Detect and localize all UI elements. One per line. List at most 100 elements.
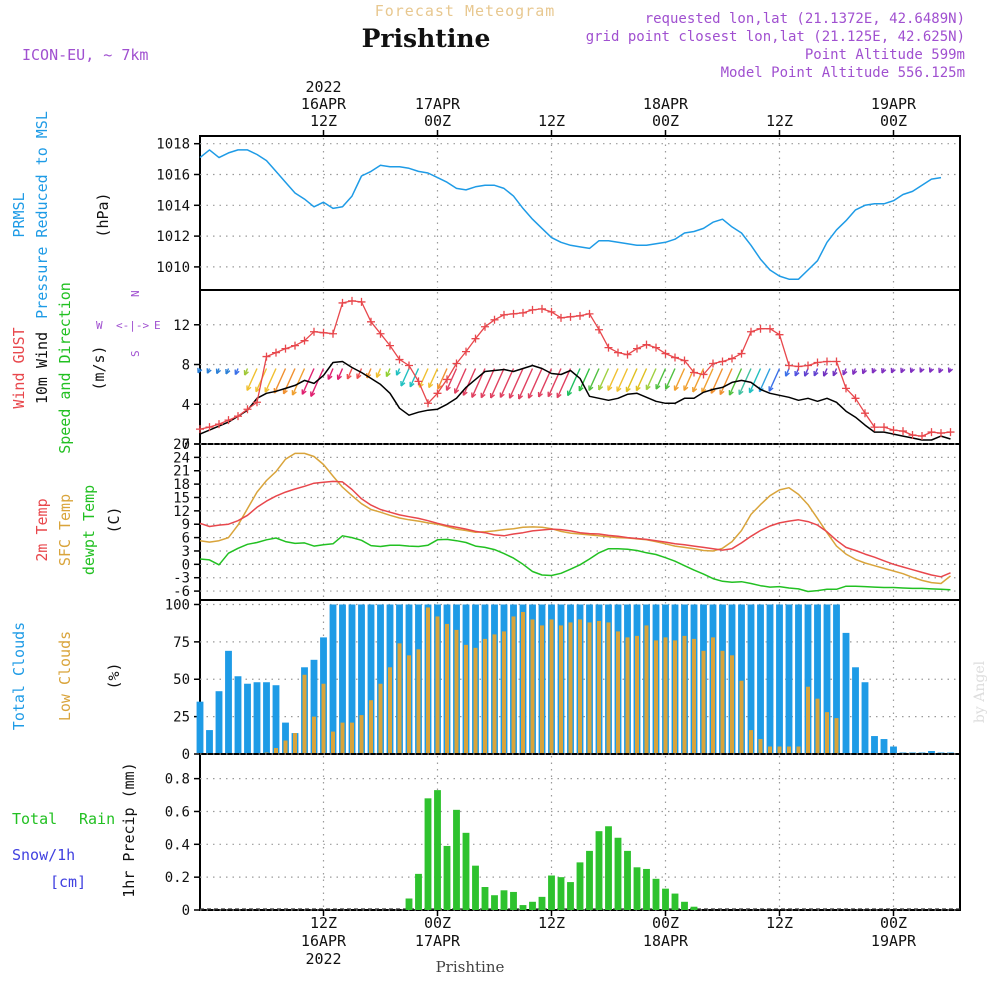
wind-direction-arrow	[556, 368, 572, 399]
wind-arrow-shaft	[768, 368, 781, 392]
wind-arrow-shaft	[518, 368, 534, 400]
rain-bar	[519, 905, 527, 910]
precip-labels: Total Rain Snow/1h [cm] 1hr Precip (mm)	[12, 762, 138, 897]
gust-marker	[576, 311, 584, 320]
wind-arrow-head	[400, 381, 406, 387]
wind-direction-arrow	[784, 368, 790, 377]
wind-arrow-head	[607, 385, 613, 391]
compass-n: N	[129, 290, 142, 297]
wind-arrow-shaft	[578, 368, 591, 392]
wind-direction-arrow	[947, 367, 954, 373]
y-axes: 1010101210141016101804812-6-303691215182…	[156, 137, 200, 919]
wind-arrow-shaft	[462, 368, 477, 396]
total-clouds-bar	[861, 682, 869, 753]
gust-marker	[794, 362, 803, 371]
rain-bar	[586, 850, 593, 910]
rain-bar	[624, 850, 631, 910]
low-clouds-bar	[340, 722, 345, 753]
total-clouds-bar	[757, 604, 764, 753]
top-time-label: 18APR	[643, 95, 689, 113]
gust-marker	[889, 426, 898, 435]
wind-arrow-head	[673, 385, 679, 391]
y-tick-label-temp: 0	[182, 557, 190, 573]
wind-direction-arrow	[842, 368, 848, 376]
y-tick-label-clouds: 0	[182, 747, 190, 763]
total-clouds-bar	[215, 691, 223, 753]
total-clouds-bar	[804, 604, 812, 753]
top-time-label: 00Z	[652, 112, 679, 130]
gust-marker	[747, 327, 755, 336]
pressure-label-prmsl: PRMSL	[10, 192, 28, 237]
grid-lines	[200, 138, 960, 911]
gust-marker	[538, 304, 546, 313]
rain-bar	[557, 877, 565, 910]
wind-arrow-head	[728, 390, 734, 396]
wind-arrow-shaft	[538, 368, 553, 398]
wind-arrow-shaft	[356, 368, 363, 379]
gust-marker	[310, 327, 318, 336]
wind-arrow-shaft	[701, 368, 714, 394]
wind-direction-arrow	[635, 368, 648, 392]
wind-arrow-head	[206, 368, 212, 374]
low-clouds-bar	[559, 625, 563, 753]
wind-direction-arrow	[928, 367, 935, 373]
wind-arrow-head	[832, 370, 838, 377]
low-clouds-bar	[502, 631, 506, 753]
gust-marker	[842, 384, 850, 393]
rain-bar	[538, 896, 546, 910]
total-clouds-bar	[234, 676, 242, 753]
rain-bar	[443, 845, 451, 910]
wind-arrow-head	[655, 384, 661, 390]
wind-arrow-head	[919, 367, 925, 373]
y-tick-label-temp: 24	[173, 450, 190, 466]
precip-ylabel: 1hr Precip (mm)	[120, 762, 138, 897]
panel-frame-temp	[199, 443, 961, 601]
y-tick-label-temp: 27	[173, 437, 190, 453]
wind-arrow-head	[489, 392, 496, 399]
wind-arrow-head	[385, 371, 391, 378]
watermark: by Angel	[972, 660, 988, 723]
rain-bar	[405, 898, 413, 910]
y-tick-label-wind: 12	[173, 318, 190, 334]
wind-direction-arrow	[537, 368, 553, 398]
wind-arrow-head	[301, 389, 307, 395]
rain-bar	[690, 906, 698, 910]
gust-marker	[690, 368, 698, 377]
wind-direction-arrow	[462, 368, 477, 396]
rain-bar	[643, 868, 650, 910]
low-clouds-bar	[654, 640, 658, 753]
wind-direction-arrow	[400, 368, 410, 387]
wind-label-gust: Wind GUST	[10, 327, 28, 408]
y-tick-label-pressure: 1018	[156, 137, 190, 153]
gust-marker	[319, 328, 328, 337]
low-clouds-bar	[616, 631, 620, 753]
wind-direction-arrow	[517, 368, 534, 400]
gust-marker	[870, 423, 879, 432]
temperature-plot	[199, 452, 951, 593]
wind-arrow-head	[499, 392, 505, 399]
rain-bar	[529, 901, 536, 910]
gust-marker	[481, 322, 489, 331]
wind-arrow-head	[784, 371, 790, 377]
wind-direction-arrow	[246, 368, 258, 391]
gust-marker	[433, 389, 442, 398]
wind-direction-arrow	[346, 368, 353, 380]
precip-label-rain: Rain	[79, 810, 115, 828]
total-clouds-bar	[871, 736, 878, 753]
wind-direction-arrow	[852, 368, 858, 375]
location-title: Prishtine	[362, 24, 491, 53]
wind-arrow-head	[738, 389, 744, 396]
temp-2m-line	[199, 480, 951, 578]
rain-bar	[605, 826, 612, 910]
wind-arrow-shaft	[598, 368, 610, 391]
total-clouds-bar	[225, 650, 232, 753]
y-tick-label-pressure: 1010	[156, 260, 190, 276]
total-clouds-bar	[852, 667, 859, 753]
total-clouds-bar	[282, 722, 289, 753]
wind-plot	[196, 296, 955, 441]
wind-arrow-shaft	[527, 368, 543, 399]
gust-marker	[585, 309, 594, 318]
low-clouds-bar	[720, 650, 725, 753]
gust-marker	[528, 305, 537, 314]
